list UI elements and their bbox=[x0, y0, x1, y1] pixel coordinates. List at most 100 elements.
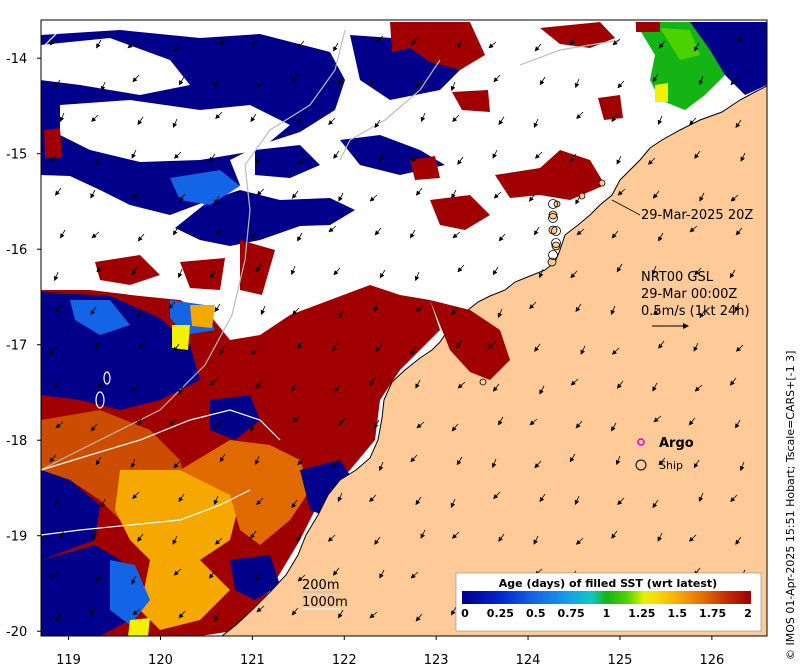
current-vector-arrow bbox=[689, 225, 698, 233]
current-vector-arrow bbox=[730, 194, 739, 202]
current-vector-arrow bbox=[296, 532, 302, 542]
current-vector-arrow bbox=[694, 267, 702, 276]
current-vector-arrow bbox=[178, 76, 185, 86]
current-vector-arrow bbox=[328, 117, 336, 126]
current-vector-arrow bbox=[488, 41, 497, 49]
current-vector-arrow bbox=[131, 266, 138, 276]
contour-200-label: 200m bbox=[302, 578, 339, 593]
current-vector-arrow bbox=[492, 149, 498, 159]
current-vector-arrow bbox=[338, 309, 345, 319]
current-vector-arrow bbox=[493, 491, 501, 500]
current-vector-arrow bbox=[451, 531, 460, 539]
current-vector-arrow bbox=[173, 343, 180, 352]
current-vector-arrow bbox=[534, 43, 542, 52]
current-vector-arrow bbox=[693, 342, 699, 352]
current-vector-arrow bbox=[369, 611, 378, 619]
current-vector-arrow bbox=[332, 567, 340, 576]
current-vector-arrow bbox=[658, 40, 666, 49]
current-vector-arrow bbox=[375, 35, 384, 43]
current-vector-arrow bbox=[219, 345, 225, 355]
current-vector-arrow bbox=[576, 111, 584, 120]
current-vector-arrow bbox=[570, 36, 576, 46]
colorbar-tick-label: 0.5 bbox=[526, 607, 546, 620]
plot-frame bbox=[40, 19, 768, 637]
current-vector-arrow bbox=[456, 339, 462, 349]
current-vector-arrow bbox=[297, 157, 306, 165]
current-vector-arrow bbox=[297, 574, 306, 582]
current-vector-arrow bbox=[136, 308, 142, 318]
current-vector-arrow bbox=[734, 302, 740, 312]
current-vector-arrow bbox=[653, 415, 662, 423]
current-vector-arrow bbox=[333, 150, 340, 159]
current-vector-arrow bbox=[379, 269, 386, 279]
current-vector-arrow bbox=[539, 493, 546, 503]
current-vector-arrow bbox=[132, 191, 141, 199]
current-vector-arrow bbox=[740, 152, 746, 162]
contour-1000-label: 1000m bbox=[302, 595, 348, 610]
current-vector-arrow bbox=[209, 378, 218, 386]
current-vector-arrow bbox=[415, 613, 423, 622]
current-vector-arrow bbox=[95, 339, 101, 349]
current-vector-arrow bbox=[54, 187, 62, 196]
ship-track bbox=[548, 199, 561, 260]
current-vector-arrow bbox=[255, 380, 263, 389]
current-vector-arrow bbox=[173, 151, 182, 159]
current-vector-arrow bbox=[616, 155, 622, 165]
current-vector-arrow bbox=[374, 119, 381, 129]
current-vector-arrow bbox=[54, 79, 61, 89]
current-vector-arrow bbox=[611, 530, 618, 539]
current-vector-arrow bbox=[410, 571, 419, 579]
colorbar-ticks: 0 0.25 0.5 0.75 1 1.25 1.5 1.75 2 bbox=[461, 607, 752, 620]
current-vector-arrow bbox=[55, 304, 63, 313]
current-vector-arrow bbox=[260, 305, 266, 315]
current-vector-arrow bbox=[652, 190, 660, 199]
current-vector-arrow bbox=[49, 346, 56, 355]
current-vector-arrow bbox=[580, 345, 586, 355]
current-vector-arrow bbox=[297, 40, 305, 49]
current-vector-arrow bbox=[96, 156, 103, 165]
current-vector-arrow bbox=[735, 227, 743, 236]
lon-tick-label: 122 bbox=[332, 653, 357, 668]
colorbar-tick-label: 0 bbox=[461, 607, 469, 620]
current-vector-arrow bbox=[451, 306, 458, 316]
lat-tick-label: -14 bbox=[6, 52, 27, 67]
current-vector-arrow bbox=[457, 264, 465, 273]
current-vector-arrow bbox=[54, 379, 60, 389]
current-vector-arrow bbox=[137, 533, 144, 542]
current-vector-arrow bbox=[374, 344, 383, 352]
current-vector-arrow bbox=[297, 457, 305, 466]
current-vector-arrow bbox=[534, 151, 543, 159]
current-vector-arrow bbox=[49, 154, 58, 162]
current-vector-arrow bbox=[256, 80, 264, 89]
lon-tick-label: 120 bbox=[148, 653, 173, 668]
current-vector-arrow bbox=[49, 37, 57, 46]
current-vector-arrow bbox=[693, 459, 700, 469]
current-vector-arrow bbox=[410, 37, 418, 46]
current-vector-arrow bbox=[173, 568, 182, 576]
lon-tick-label: 126 bbox=[699, 653, 724, 668]
current-vector-arrow bbox=[651, 265, 657, 276]
current-vector-arrow bbox=[215, 111, 223, 120]
current-vector-arrow bbox=[90, 423, 98, 432]
current-vector-arrow bbox=[616, 380, 624, 389]
current-vector-arrow bbox=[575, 195, 581, 205]
current-vector-arrow bbox=[132, 608, 141, 616]
product-date: 29-Mar 00:00Z bbox=[641, 287, 737, 302]
current-vector-arrow bbox=[256, 605, 265, 613]
lat-tick-label: -20 bbox=[6, 625, 27, 640]
current-vector-arrow bbox=[333, 42, 339, 52]
current-vector-arrow bbox=[291, 382, 297, 392]
current-vector-arrow bbox=[215, 228, 224, 236]
current-vector-arrow bbox=[254, 455, 260, 466]
current-vector-arrow bbox=[658, 232, 664, 242]
current-vector-arrow bbox=[369, 494, 377, 503]
current-vector-arrow bbox=[735, 119, 742, 129]
current-vector-arrow bbox=[251, 38, 260, 46]
current-vector-arrow bbox=[492, 266, 499, 276]
lat-tick-label: -17 bbox=[6, 339, 27, 354]
current-vector-arrow bbox=[658, 457, 666, 466]
current-vector-arrow bbox=[698, 75, 704, 86]
current-vector-arrow bbox=[54, 496, 61, 506]
current-vector-arrow bbox=[616, 263, 623, 273]
current-vector-arrow bbox=[131, 575, 137, 585]
